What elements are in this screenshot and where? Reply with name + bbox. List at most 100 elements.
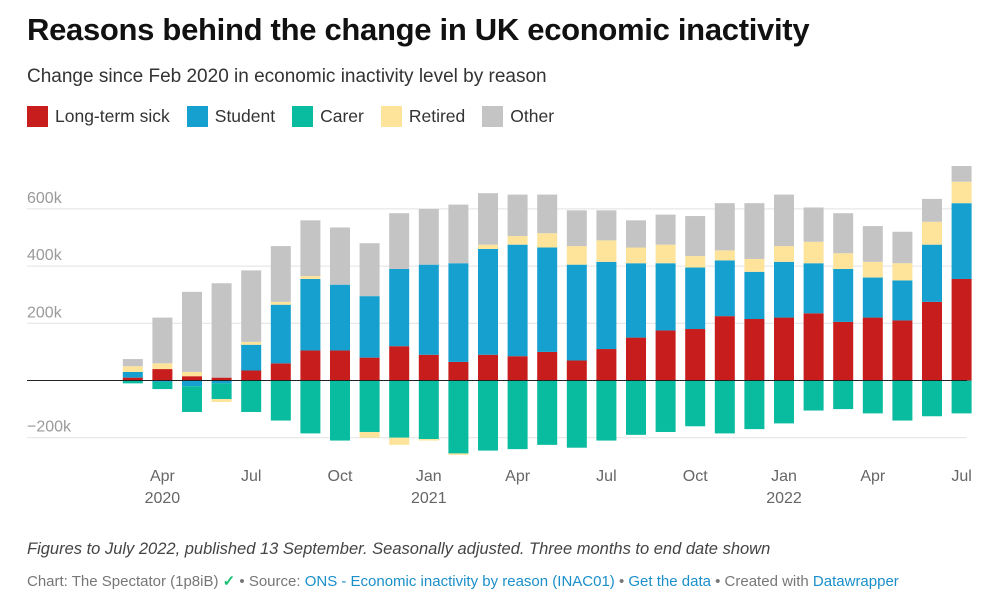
stacked-bar-chart: −200k 200k 400k 600k Apr 2020 Jul Oct Jan 2021 Apr… [27,166,972,507]
bar-segment [152,317,173,364]
bar-segment [803,241,824,264]
bar-segment [122,371,143,378]
bar-segment [596,261,617,350]
bar-segment [389,268,410,347]
bar-segment [744,203,765,259]
source-link[interactable]: ONS - Economic inactivity by reason (INA… [304,573,615,590]
x-tick-month: Jul [596,468,616,485]
bar-segment [182,371,202,377]
legend-label-long-term-sick: Long-term sick [55,106,170,126]
legend-item-retired: Retired [380,106,465,127]
bar-segment [300,276,321,279]
y-tick-label: 200k [27,304,63,321]
bar-segment [300,220,321,277]
y-tick-label: 600k [27,190,63,207]
bar-segment [596,380,617,441]
bar-segment [300,380,321,434]
bar-segment [300,350,321,381]
bar-segment [537,194,558,234]
bar-segment [448,380,469,454]
datawrapper-link[interactable]: Datawrapper [812,573,899,590]
legend: Long-term sick Student Carer Retired Oth… [27,106,571,127]
bar-segment [596,349,617,381]
bar-segment [507,356,528,381]
footer-credit: Chart: The Spectator (1p8iB) [27,573,219,590]
bar-segment [922,301,942,381]
bar-segment [330,380,350,441]
legend-swatch-retired [380,106,402,127]
datawrapper-icon: ✓ [222,573,236,590]
bar-segment [418,439,439,441]
bar-segment [655,214,676,245]
bar-segment [685,380,706,427]
bar-segment [211,283,232,378]
legend-item-student: Student [186,106,276,127]
bar-segment [744,380,765,430]
bar-segment [714,203,735,251]
bar-segment [122,380,143,384]
bar-segment [241,344,262,371]
bar-segment [596,210,617,241]
legend-label-other: Other [510,106,555,126]
bar-segment [833,213,854,254]
bar-segment [744,258,765,272]
bar-segment [418,354,439,381]
bar-segment [951,203,972,279]
bar-segment [241,370,262,381]
bar-segment [833,380,854,410]
bar-segment [389,346,410,381]
bar-segment [330,350,350,381]
bar-segment [537,380,558,445]
bar-segment [507,194,528,237]
bar-segment [478,248,498,355]
y-tick-label: −200k [27,419,72,436]
bar-segment [241,341,262,345]
bar-segment [566,380,587,448]
bar-segment [359,380,380,432]
bar-segment [892,231,913,264]
bar-segment [714,260,735,317]
x-tick-month: Jul [951,468,971,485]
bar-segment [389,437,410,445]
bar-segment [270,246,291,302]
bar-segment [122,377,143,381]
x-tick-year: 2022 [766,490,802,507]
bar-segment [211,377,232,381]
bar-segment [803,263,824,314]
bar-segment [152,369,173,381]
bar-segment [211,383,232,400]
bar-segment [418,208,439,265]
bar-segment [566,360,587,381]
bar-segment [448,453,469,455]
bar-segment [330,284,350,351]
bar-segment [626,337,646,381]
bar-segment [270,380,291,421]
bar-segment [122,366,143,372]
bar-segment [862,277,883,318]
bar-segment [774,246,794,262]
bar-segment [922,221,942,245]
bar-segment [626,263,646,338]
bar-segment [626,220,646,248]
bar-segment [270,301,291,305]
bar-segment [330,227,350,285]
bar-segment [862,380,883,414]
legend-label-student: Student [214,106,276,126]
bar-segment [655,263,676,331]
bar-segment [182,380,202,387]
bar-segment [892,280,913,321]
legend-item-carer: Carer [292,106,364,127]
bar-segment [803,313,824,381]
bar-segment [833,321,854,381]
bar-segment [182,386,202,412]
bar-segment [922,380,942,417]
x-tick-year: 2020 [145,490,181,507]
bar-segment [359,243,380,297]
bar-segment [774,261,794,318]
get-the-data-link[interactable]: Get the data [628,573,711,590]
bar-segment [182,291,202,372]
bar-segment [892,380,913,421]
bar-segment [507,244,528,357]
bar-segment [478,380,498,451]
bar-segment [714,316,735,381]
